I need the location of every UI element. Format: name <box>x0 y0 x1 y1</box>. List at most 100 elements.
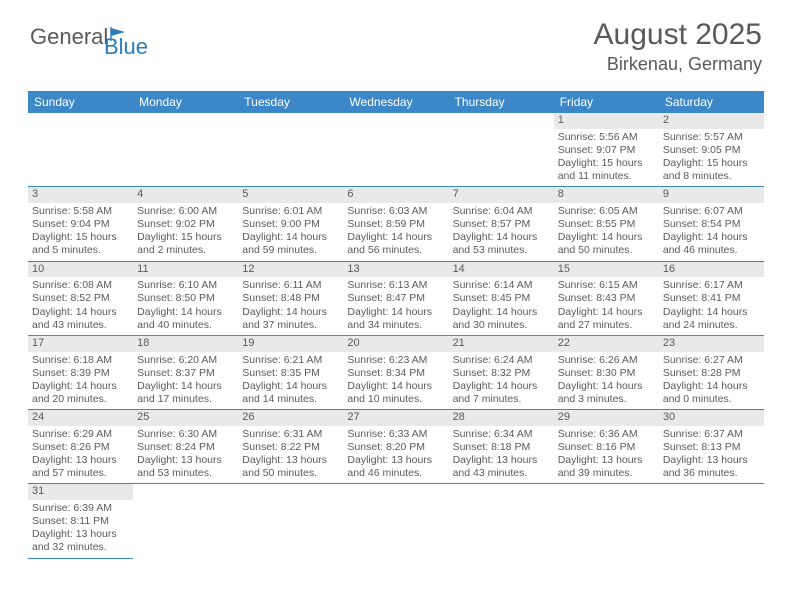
sunrise-text: Sunrise: 6:05 AM <box>558 205 655 218</box>
calendar-cell: 16Sunrise: 6:17 AMSunset: 8:41 PMDayligh… <box>659 262 764 336</box>
sunset-text: Sunset: 9:02 PM <box>137 218 234 231</box>
calendar-cell: 29Sunrise: 6:36 AMSunset: 8:16 PMDayligh… <box>554 410 659 484</box>
daylight-text: Daylight: 14 hours and 3 minutes. <box>558 380 655 406</box>
sunset-text: Sunset: 8:43 PM <box>558 292 655 305</box>
daylight-text: Daylight: 15 hours and 11 minutes. <box>558 157 655 183</box>
day-number: 2 <box>659 113 764 129</box>
sunset-text: Sunset: 9:00 PM <box>242 218 339 231</box>
sunset-text: Sunset: 8:34 PM <box>347 367 444 380</box>
calendar-cell: 31Sunrise: 6:39 AMSunset: 8:11 PMDayligh… <box>28 484 133 558</box>
sunrise-text: Sunrise: 6:07 AM <box>663 205 760 218</box>
day-headers-row: Sunday Monday Tuesday Wednesday Thursday… <box>28 91 764 113</box>
sunrise-text: Sunrise: 6:11 AM <box>242 279 339 292</box>
sunset-text: Sunset: 8:52 PM <box>32 292 129 305</box>
calendar-cell: 15Sunrise: 6:15 AMSunset: 8:43 PMDayligh… <box>554 262 659 336</box>
daylight-text: Daylight: 13 hours and 39 minutes. <box>558 454 655 480</box>
daylight-text: Daylight: 14 hours and 59 minutes. <box>242 231 339 257</box>
sunset-text: Sunset: 8:59 PM <box>347 218 444 231</box>
calendar: Sunday Monday Tuesday Wednesday Thursday… <box>28 91 764 559</box>
sunrise-text: Sunrise: 6:30 AM <box>137 428 234 441</box>
daylight-text: Daylight: 14 hours and 46 minutes. <box>663 231 760 257</box>
day-number: 18 <box>133 336 238 352</box>
sunset-text: Sunset: 8:48 PM <box>242 292 339 305</box>
daylight-text: Daylight: 14 hours and 17 minutes. <box>137 380 234 406</box>
day-header: Wednesday <box>343 91 448 113</box>
sunrise-text: Sunrise: 6:03 AM <box>347 205 444 218</box>
sunrise-text: Sunrise: 6:04 AM <box>453 205 550 218</box>
sunset-text: Sunset: 8:54 PM <box>663 218 760 231</box>
sunset-text: Sunset: 8:30 PM <box>558 367 655 380</box>
daylight-text: Daylight: 14 hours and 20 minutes. <box>32 380 129 406</box>
day-number: 28 <box>449 410 554 426</box>
sunrise-text: Sunrise: 6:10 AM <box>137 279 234 292</box>
day-number: 17 <box>28 336 133 352</box>
day-number: 10 <box>28 262 133 278</box>
sunset-text: Sunset: 8:32 PM <box>453 367 550 380</box>
day-number: 21 <box>449 336 554 352</box>
calendar-cell <box>554 484 659 558</box>
day-header: Thursday <box>449 91 554 113</box>
daylight-text: Daylight: 14 hours and 53 minutes. <box>453 231 550 257</box>
day-number: 8 <box>554 187 659 203</box>
sunset-text: Sunset: 8:37 PM <box>137 367 234 380</box>
sunset-text: Sunset: 8:28 PM <box>663 367 760 380</box>
title-block: August 2025 Birkenau, Germany <box>594 18 762 75</box>
calendar-cell: 9Sunrise: 6:07 AMSunset: 8:54 PMDaylight… <box>659 187 764 261</box>
daylight-text: Daylight: 13 hours and 57 minutes. <box>32 454 129 480</box>
daylight-text: Daylight: 13 hours and 43 minutes. <box>453 454 550 480</box>
day-number: 26 <box>238 410 343 426</box>
calendar-cell: 18 Sunrise: 6:20 AMSunset: 8:37 PMDayligh… <box>133 336 238 410</box>
sunrise-text: Sunrise: 6:29 AM <box>32 428 129 441</box>
sunrise-text: Sunrise: 6:31 AM <box>242 428 339 441</box>
day-number: 29 <box>554 410 659 426</box>
calendar-cell: 14Sunrise: 6:14 AMSunset: 8:45 PMDayligh… <box>449 262 554 336</box>
daylight-text: Daylight: 15 hours and 8 minutes. <box>663 157 760 183</box>
calendar-cell: 27Sunrise: 6:33 AMSunset: 8:20 PMDayligh… <box>343 410 448 484</box>
calendar-week: 3Sunrise: 5:58 AMSunset: 9:04 PMDaylight… <box>28 187 764 261</box>
daylight-text: Daylight: 14 hours and 34 minutes. <box>347 306 444 332</box>
page-title: August 2025 <box>594 18 762 52</box>
day-header: Sunday <box>28 91 133 113</box>
sunrise-text: Sunrise: 5:56 AM <box>558 131 655 144</box>
sunset-text: Sunset: 9:04 PM <box>32 218 129 231</box>
calendar-cell: 17Sunrise: 6:18 AMSunset: 8:39 PMDayligh… <box>28 336 133 410</box>
calendar-cell: 21Sunrise: 6:24 AMSunset: 8:32 PMDayligh… <box>449 336 554 410</box>
daylight-text: Daylight: 13 hours and 36 minutes. <box>663 454 760 480</box>
sunrise-text: Sunrise: 6:34 AM <box>453 428 550 441</box>
sunrise-text: Sunrise: 6:20 AM <box>137 354 234 367</box>
sunset-text: Sunset: 8:57 PM <box>453 218 550 231</box>
day-number: 13 <box>343 262 448 278</box>
daylight-text: Daylight: 14 hours and 24 minutes. <box>663 306 760 332</box>
sunset-text: Sunset: 8:45 PM <box>453 292 550 305</box>
day-number: 25 <box>133 410 238 426</box>
calendar-week: 1Sunrise: 5:56 AMSunset: 9:07 PMDaylight… <box>28 113 764 187</box>
weeks-container: 1Sunrise: 5:56 AMSunset: 9:07 PMDaylight… <box>28 113 764 559</box>
calendar-cell <box>238 484 343 558</box>
calendar-cell <box>238 113 343 187</box>
sunrise-text: Sunrise: 6:21 AM <box>242 354 339 367</box>
day-header: Tuesday <box>238 91 343 113</box>
calendar-cell: 2Sunrise: 5:57 AMSunset: 9:05 PMDaylight… <box>659 113 764 187</box>
sunset-text: Sunset: 9:07 PM <box>558 144 655 157</box>
calendar-cell: 5Sunrise: 6:01 AMSunset: 9:00 PMDaylight… <box>238 187 343 261</box>
calendar-cell <box>28 113 133 187</box>
day-number: 7 <box>449 187 554 203</box>
calendar-cell <box>659 484 764 558</box>
daylight-text: Daylight: 14 hours and 0 minutes. <box>663 380 760 406</box>
calendar-cell: 8Sunrise: 6:05 AMSunset: 8:55 PMDaylight… <box>554 187 659 261</box>
calendar-cell: 6Sunrise: 6:03 AMSunset: 8:59 PMDaylight… <box>343 187 448 261</box>
sunset-text: Sunset: 8:39 PM <box>32 367 129 380</box>
calendar-cell <box>449 113 554 187</box>
daylight-text: Daylight: 14 hours and 27 minutes. <box>558 306 655 332</box>
calendar-cell: 13Sunrise: 6:13 AMSunset: 8:47 PMDayligh… <box>343 262 448 336</box>
sunset-text: Sunset: 8:11 PM <box>32 515 129 528</box>
sunset-text: Sunset: 8:26 PM <box>32 441 129 454</box>
calendar-cell: 3Sunrise: 5:58 AMSunset: 9:04 PMDaylight… <box>28 187 133 261</box>
calendar-cell: 19Sunrise: 6:21 AMSunset: 8:35 PMDayligh… <box>238 336 343 410</box>
calendar-cell <box>133 484 238 558</box>
calendar-cell <box>343 484 448 558</box>
day-number: 20 <box>343 336 448 352</box>
sunrise-text: Sunrise: 6:36 AM <box>558 428 655 441</box>
calendar-cell: 22Sunrise: 6:26 AMSunset: 8:30 PMDayligh… <box>554 336 659 410</box>
sunrise-text: Sunrise: 6:26 AM <box>558 354 655 367</box>
